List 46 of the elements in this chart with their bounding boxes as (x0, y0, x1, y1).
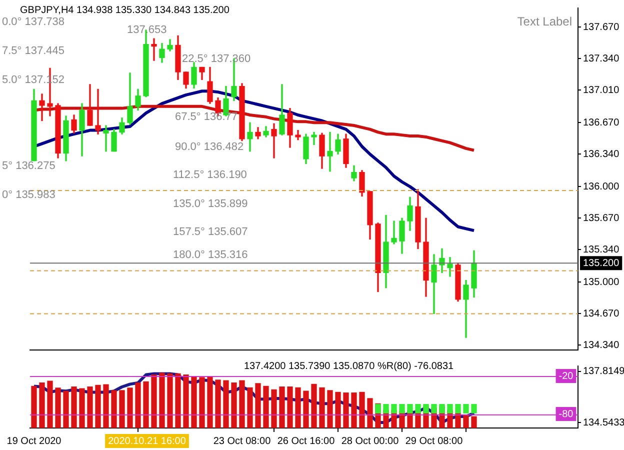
y-tick-label: 136.340 (583, 148, 620, 160)
annotation: 0.0° 137.738 (2, 16, 65, 28)
annotation: 22.5° 137.360 (182, 53, 251, 66)
annotation: 135.0° 135.899 (173, 198, 248, 210)
candlestick (327, 132, 333, 172)
x-tick-label: 19 Oct 2020 (6, 436, 62, 447)
annotation: 137.653 (127, 24, 167, 36)
y-tick-label: 135.670 (583, 212, 620, 224)
text: -80 (558, 408, 574, 420)
y-tick-label: 134.5433 (583, 417, 624, 428)
annotation: 5° 136.275 (2, 160, 56, 172)
text: 2020.10.21 16:00 (108, 436, 186, 447)
x-tick-label: 28 Oct 00:00 (341, 436, 400, 447)
y-tick-label: 135.000 (583, 276, 620, 288)
y-tick-label: 136.670 (583, 117, 620, 128)
candlestick (311, 132, 317, 145)
text: -20 (558, 370, 574, 382)
annotation: 7.5° 137.445 (2, 45, 65, 58)
annotation: 67.5° 136.77 (175, 111, 238, 124)
candlestick (95, 88, 101, 134)
chart-title: GBPJPY,H4 134.938 135.330 134.843 135.200 (20, 4, 230, 16)
candlestick (103, 125, 109, 152)
x-tick-label: 29 Oct 08:00 (405, 436, 464, 447)
text: Text Label (517, 14, 572, 28)
annotation: 157.5° 135.607 (173, 226, 248, 238)
candlestick (151, 38, 157, 61)
y-tick-label: 136.000 (583, 181, 620, 192)
y-tick-label: 134.340 (583, 340, 620, 351)
candlestick (39, 94, 45, 122)
annotation: 0° 135.983 (2, 189, 56, 202)
candlestick (391, 220, 397, 244)
candlestick (271, 123, 277, 158)
y-tick-label: 134.670 (583, 308, 620, 320)
y-tick-label: 137.670 (583, 22, 620, 33)
annotation: 137.4200 135.7390 135.0870 %R(80) -76.0831 (244, 360, 454, 372)
candlestick (247, 122, 253, 152)
y-tick-label: 137.8149 (583, 366, 624, 378)
annotation: 180.0° 135.316 (173, 249, 248, 262)
ref-line-label: 135.200 (583, 258, 620, 269)
x-tick-label: 23 Oct 08:00 (213, 436, 272, 447)
annotation: 90.0° 136.482 (175, 141, 244, 154)
y-tick-label: 135.340 (583, 244, 620, 256)
annotation: 112.5° 136.190 (173, 169, 247, 182)
y-tick-label: 137.340 (583, 53, 620, 64)
y-tick-label: 137.010 (583, 84, 620, 96)
x-tick-label: 26 Oct 16:00 (277, 436, 336, 447)
